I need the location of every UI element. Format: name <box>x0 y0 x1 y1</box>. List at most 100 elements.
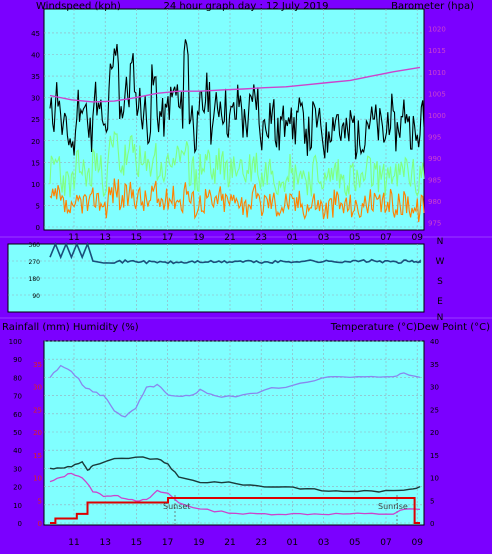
temp-x-tick-label: 11 <box>68 538 79 548</box>
wind-x-tick-label: 03 <box>318 233 329 243</box>
temperature-tick-label: 0 <box>430 520 434 528</box>
temp-x-tick-label: 05 <box>349 538 360 548</box>
wind-x-tick-label: 11 <box>68 233 79 243</box>
barometer-tick-label: 985 <box>428 177 441 185</box>
temperature-tick-label: 30 <box>430 384 439 392</box>
rainfall-tick-label: 20 <box>33 429 42 437</box>
temp-x-tick-label: 19 <box>193 538 205 548</box>
temp-x-tick-label: 17 <box>162 538 173 548</box>
humidity-tick-label: 100 <box>9 338 22 346</box>
direction-label-n: N <box>437 313 444 323</box>
barometer-series <box>49 66 421 103</box>
barometer-tick-label: 1005 <box>428 90 446 98</box>
humidity-tick-label: 20 <box>13 484 22 492</box>
rainfall-tick-label: 0 <box>38 520 42 528</box>
wind-direction-series <box>49 241 421 265</box>
wind-axis-title: Windspeed (kph) <box>36 1 121 12</box>
wind-x-tick-label: 01 <box>287 233 298 243</box>
wind-tick-label: 40 <box>31 52 40 60</box>
wind-x-tick-label: 17 <box>162 233 173 243</box>
rainfall-tick-label: 5 <box>38 497 42 505</box>
rainfall-tick-label: 30 <box>33 384 42 392</box>
sunset-label: Sunset <box>163 502 190 511</box>
rainfall-tick-label: 25 <box>33 406 42 414</box>
temperature-series <box>49 456 421 493</box>
barometer-tick-label: 990 <box>428 155 441 163</box>
barometer-axis-title: Barometer (hpa) <box>391 1 474 12</box>
temp-x-tick-label: 23 <box>255 538 266 548</box>
wind-tick-label: 35 <box>31 73 40 81</box>
rainfall-series <box>50 497 420 524</box>
wind-plot-area <box>43 8 425 231</box>
wind-x-tick-label: 15 <box>131 233 142 243</box>
temp-x-tick-label: 09 <box>411 538 423 548</box>
wind-tick-label: 25 <box>31 116 40 124</box>
direction-label-n: N <box>437 237 444 247</box>
temperature-tick-label: 40 <box>430 338 439 346</box>
temperature-tick-label: 15 <box>430 452 439 460</box>
barometer-tick-label: 1015 <box>428 47 446 55</box>
rainfall-tick-label: 10 <box>33 475 42 483</box>
temp-x-tick-label: 13 <box>99 538 110 548</box>
wind-x-tick-label: 19 <box>193 233 205 243</box>
humidity-tick-label: 0 <box>18 520 22 528</box>
wind-tick-label: 0 <box>36 224 40 232</box>
barometer-tick-label: 995 <box>428 133 441 141</box>
humidity-tick-label: 80 <box>13 374 22 382</box>
barometer-tick-label: 1010 <box>428 69 446 77</box>
humidity-tick-label: 50 <box>13 429 22 437</box>
temperature-tick-label: 5 <box>430 497 434 505</box>
direction-tick-label: 180 <box>29 276 41 283</box>
humidity-tick-label: 60 <box>13 411 22 419</box>
temperature-tick-label: 35 <box>430 361 439 369</box>
direction-tick-label: 270 <box>29 259 41 266</box>
humidity-series <box>49 364 421 418</box>
wind-x-tick-label: 09 <box>411 233 423 243</box>
humidity-tick-label: 90 <box>13 356 22 364</box>
wind-tick-label: 20 <box>31 138 40 146</box>
wind-tick-label: 10 <box>31 181 40 189</box>
wind-gust-series <box>49 39 425 160</box>
wind-tick-label: 30 <box>31 95 40 103</box>
rainfall-tick-label: 15 <box>33 452 42 460</box>
temp-x-tick-label: 21 <box>224 538 235 548</box>
barometer-tick-label: 1000 <box>428 112 446 120</box>
temp-x-tick-label: 07 <box>380 538 391 548</box>
wind-x-tick-label: 23 <box>255 233 266 243</box>
temperature-tick-label: 20 <box>430 429 439 437</box>
wind-x-tick-label: 13 <box>99 233 110 243</box>
humidity-tick-label: 10 <box>13 502 22 510</box>
rainfall-tick-label: 35 <box>33 361 42 369</box>
direction-tick-label: 360 <box>29 242 41 249</box>
wind-tick-label: 45 <box>31 30 40 38</box>
temp-x-tick-label: 01 <box>287 538 298 548</box>
barometer-tick-label: 975 <box>428 220 441 228</box>
dew-point-series <box>49 472 421 516</box>
direction-label-s: S <box>437 277 443 287</box>
wind-x-tick-label: 07 <box>380 233 391 243</box>
rain-humidity-axis-title: Rainfall (mm) Humidity (%) <box>2 322 139 333</box>
temp-x-tick-label: 15 <box>131 538 142 548</box>
sunrise-label: Sunrise <box>378 502 408 511</box>
wind-average-series <box>49 130 425 198</box>
humidity-tick-label: 30 <box>13 465 22 473</box>
direction-tick-label: 90 <box>32 293 40 300</box>
barometer-tick-label: 1020 <box>428 26 446 34</box>
barometer-tick-label: 980 <box>428 198 441 206</box>
wind-x-tick-label: 05 <box>349 233 360 243</box>
direction-label-e: E <box>437 297 443 307</box>
temperature-axis-title: Temperature (°C)Dew Point (°C) <box>330 322 490 333</box>
wind-tick-label: 15 <box>31 159 40 167</box>
direction-label-w: W <box>436 257 445 267</box>
humidity-tick-label: 70 <box>13 393 22 401</box>
wind-tick-label: 5 <box>36 202 40 210</box>
temperature-tick-label: 25 <box>430 406 439 414</box>
temp-x-tick-label: 03 <box>318 538 329 548</box>
wind-x-tick-label: 21 <box>224 233 235 243</box>
humidity-tick-label: 40 <box>13 447 22 455</box>
chart-title: 24 hour graph day : 12 July 2019 <box>163 1 328 12</box>
temperature-tick-label: 10 <box>430 475 439 483</box>
wind-lull-series <box>49 178 425 223</box>
